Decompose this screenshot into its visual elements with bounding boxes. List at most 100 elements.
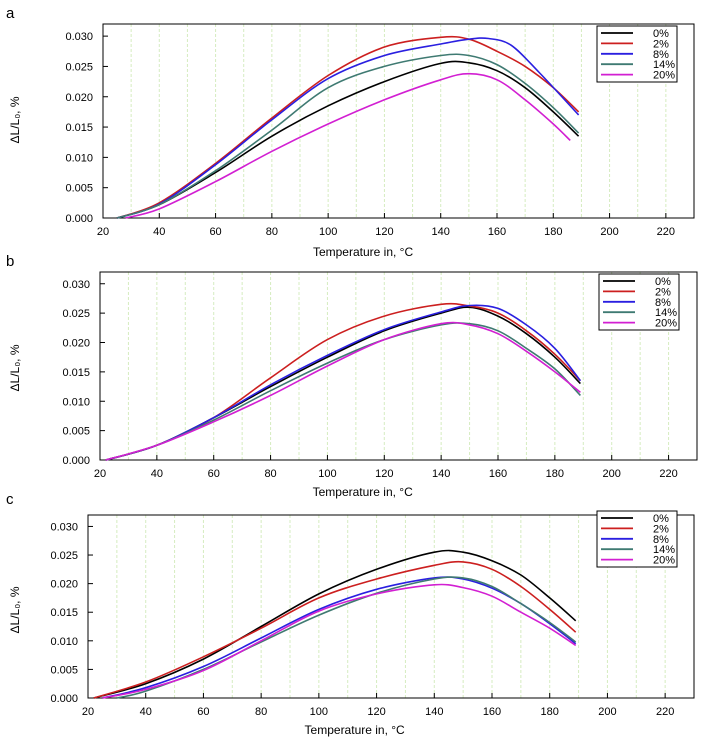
x-tick-label: 120: [375, 226, 393, 238]
series-line-2pct: [93, 560, 577, 699]
x-tick-label: 120: [367, 706, 385, 718]
y-tick-label: 0.015: [62, 367, 90, 379]
x-tick-label: 80: [255, 706, 267, 718]
series-line-14pct: [116, 53, 580, 219]
y-tick-label: 0.020: [65, 92, 93, 104]
y-tick-label: 0.015: [50, 607, 78, 619]
x-tick-label: 80: [264, 468, 276, 480]
legend-label: 20%: [655, 318, 677, 330]
legend-label: 20%: [653, 70, 675, 82]
y-tick-label: 0.020: [62, 338, 90, 350]
plot-frame: [102, 23, 695, 219]
x-tick-label: 20: [97, 226, 109, 238]
chart-panel-a: 0.000 0.005 0.010 0.015 0.020 0.025 0.030 20 40 6…: [6, 5, 695, 259]
x-axis-label: Temperature in, °C: [313, 245, 414, 259]
legend-box: [598, 273, 680, 331]
x-tick-label: 40: [140, 706, 152, 718]
y-tick-label: 0.000: [62, 455, 90, 467]
x-tick-label: 180: [541, 706, 559, 718]
x-tick-label: 140: [425, 706, 443, 718]
y-tick-label: 0.005: [62, 426, 90, 438]
x-tick-label: 60: [209, 226, 221, 238]
y-tick-label: 0.010: [62, 396, 90, 408]
x-tick-label: 180: [544, 226, 562, 238]
x-tick-label: 200: [598, 706, 616, 718]
y-axis-label: ΔL/L₀, %: [8, 586, 22, 633]
series-line-8pct: [116, 37, 580, 219]
series-line-0pct: [116, 60, 580, 219]
x-tick-label: 60: [197, 706, 209, 718]
y-axis-label: ΔL/L₀, %: [8, 96, 22, 143]
panel-label: a: [6, 5, 15, 22]
legend-label: 0%: [653, 28, 669, 40]
legend-label: 20%: [653, 555, 675, 567]
legend: 0%2%8%14%20%: [596, 510, 678, 568]
y-tick-label: 0.025: [65, 61, 93, 73]
x-axis-label: Temperature in, °C: [313, 485, 414, 499]
series-line-20pct: [125, 72, 571, 219]
x-tick-label: 160: [489, 468, 507, 480]
plot-frame: [99, 271, 698, 461]
legend-label: 2%: [653, 523, 669, 535]
legend-label: 14%: [653, 59, 675, 71]
legend-label: 0%: [655, 276, 671, 288]
legend-label: 14%: [653, 544, 675, 556]
x-tick-label: 100: [310, 706, 328, 718]
series-line-14pct: [105, 322, 581, 461]
series-line-20pct: [102, 583, 577, 699]
x-tick-label: 80: [266, 226, 278, 238]
x-axis-label: Temperature in, °C: [305, 723, 406, 737]
x-tick-label: 220: [659, 468, 677, 480]
y-tick-label: 0.015: [65, 122, 93, 134]
legend-label: 8%: [653, 534, 669, 546]
series-line-20pct: [105, 321, 581, 461]
x-tick-label: 20: [94, 468, 106, 480]
y-tick-label: 0.025: [50, 550, 78, 562]
x-tick-label: 20: [82, 706, 94, 718]
x-tick-label: 220: [657, 226, 675, 238]
legend-label: 14%: [655, 307, 677, 319]
series-line-0pct: [93, 549, 577, 699]
y-axis-label: ΔL/L₀, %: [8, 344, 22, 391]
x-tick-label: 40: [151, 468, 163, 480]
y-tick-label: 0.010: [65, 152, 93, 164]
y-tick-label: 0.000: [50, 693, 78, 705]
series-line-8pct: [105, 304, 582, 461]
panel-label: b: [6, 253, 14, 270]
x-tick-label: 120: [375, 468, 393, 480]
x-tick-label: 140: [432, 468, 450, 480]
legend-label: 2%: [655, 286, 671, 298]
legend-label: 0%: [653, 513, 669, 525]
x-tick-label: 160: [483, 706, 501, 718]
y-tick-label: 0.030: [65, 31, 93, 43]
x-tick-label: 180: [546, 468, 564, 480]
x-tick-label: 100: [319, 226, 337, 238]
chart-panel-c: 0.000 0.005 0.010 0.015 0.020 0.025 0.030 20 40 6…: [6, 491, 695, 737]
plot-frame: [87, 514, 695, 699]
x-tick-label: 220: [656, 706, 674, 718]
y-tick-label: 0.030: [62, 279, 90, 291]
y-tick-label: 0.010: [50, 636, 78, 648]
x-tick-label: 60: [208, 468, 220, 480]
series-line-8pct: [102, 576, 577, 699]
x-tick-label: 140: [432, 226, 450, 238]
legend: 0%2%8%14%20%: [596, 25, 678, 83]
legend-label: 8%: [655, 297, 671, 309]
series-line-14pct: [116, 576, 577, 699]
x-tick-label: 200: [600, 226, 618, 238]
y-tick-label: 0.030: [50, 521, 78, 533]
x-tick-label: 40: [153, 226, 165, 238]
x-tick-label: 200: [603, 468, 621, 480]
y-tick-label: 0.020: [50, 579, 78, 591]
panel-label: c: [6, 491, 14, 508]
x-tick-label: 100: [318, 468, 336, 480]
y-tick-label: 0.005: [50, 664, 78, 676]
chart-panel-b: 0.000 0.005 0.010 0.015 0.020 0.025 0.030 20 40 6…: [6, 253, 698, 499]
legend: 0%2%8%14%20%: [598, 273, 680, 331]
x-tick-label: 160: [488, 226, 506, 238]
y-tick-label: 0.000: [65, 213, 93, 225]
legend-label: 2%: [653, 38, 669, 50]
y-tick-label: 0.025: [62, 308, 90, 320]
y-tick-label: 0.005: [65, 183, 93, 195]
